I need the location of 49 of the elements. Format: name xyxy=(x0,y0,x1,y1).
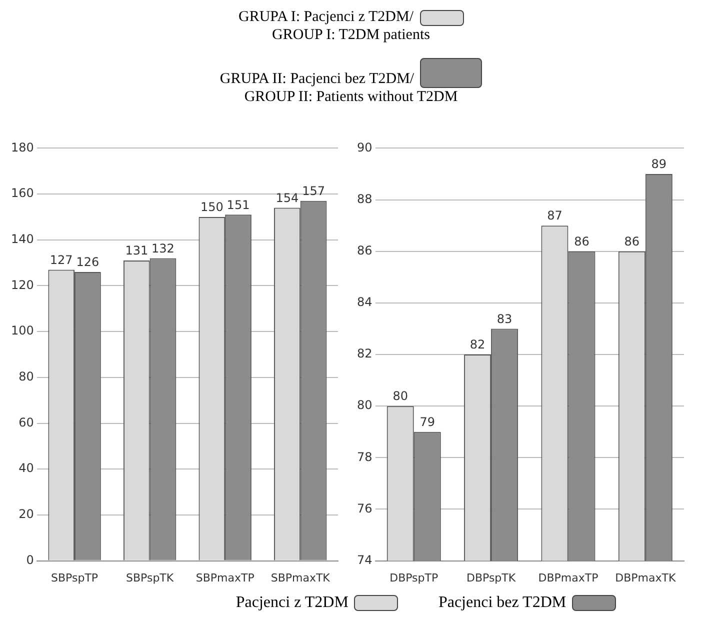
data-label: 79 xyxy=(420,414,436,429)
data-label: 132 xyxy=(152,241,174,256)
y-tick-label: 86 xyxy=(356,243,372,258)
data-label: 154 xyxy=(276,190,299,205)
x-tick-label: DBPspTP xyxy=(390,571,438,584)
data-label: 151 xyxy=(226,198,250,212)
text: GROUP II: Patients without T2DM xyxy=(244,89,458,105)
legend-label: Pacjenci bez T2DM xyxy=(438,594,566,611)
y-tick-label: 20 xyxy=(18,507,34,522)
data-label: 157 xyxy=(302,184,325,198)
data-label: 87 xyxy=(547,208,562,223)
x-tick-label: SBPspTP xyxy=(51,571,98,584)
x-tick-label: SBPmaxTK xyxy=(270,571,331,584)
text: GRUPA II: Pacjenci bez T2DM/ xyxy=(220,71,414,87)
data-label: 126 xyxy=(76,255,100,270)
data-label: 150 xyxy=(200,200,224,214)
y-tick-label: 80 xyxy=(356,398,372,412)
text: GROUP I: T2DM patients xyxy=(272,27,430,43)
x-tick-label: DBPmaxTP xyxy=(538,571,599,584)
y-tick-label: 84 xyxy=(356,295,372,310)
x-tick-label: SBPmaxTP xyxy=(196,571,255,584)
y-tick-label: 78 xyxy=(356,450,372,464)
text: GRUPA I: Pacjenci z T2DM/ xyxy=(238,9,414,25)
y-tick-label: 90 xyxy=(356,140,372,154)
data-label: 82 xyxy=(470,338,486,352)
legend-label: Pacjenci z T2DM xyxy=(236,594,348,611)
data-label: 83 xyxy=(496,312,512,326)
y-tick-label: 0 xyxy=(26,552,34,567)
y-tick-label: 88 xyxy=(356,192,372,206)
y-tick-label: 180 xyxy=(11,140,34,154)
x-tick-label: DBPspTK xyxy=(466,571,516,584)
y-tick-label: 60 xyxy=(18,415,34,430)
y-tick-label: 140 xyxy=(11,232,34,246)
y-tick-label: 76 xyxy=(356,501,372,516)
y-tick-label: 82 xyxy=(356,346,372,361)
data-label: 86 xyxy=(624,234,640,248)
y-tick-label: 74 xyxy=(356,552,372,567)
x-tick-label: DBPmaxTK xyxy=(615,571,676,584)
y-tick-label: 120 xyxy=(11,278,34,292)
x-tick-label: SBPspTK xyxy=(126,571,174,584)
data-label: 86 xyxy=(574,234,590,248)
data-label: 127 xyxy=(50,252,73,267)
y-tick-label: 160 xyxy=(11,186,34,200)
y-tick-label: 80 xyxy=(18,370,34,384)
y-tick-label: 40 xyxy=(18,461,34,476)
data-label: 89 xyxy=(651,157,667,172)
data-label: 80 xyxy=(392,389,408,404)
y-tick-label: 100 xyxy=(11,324,34,338)
data-label: 131 xyxy=(125,244,148,258)
